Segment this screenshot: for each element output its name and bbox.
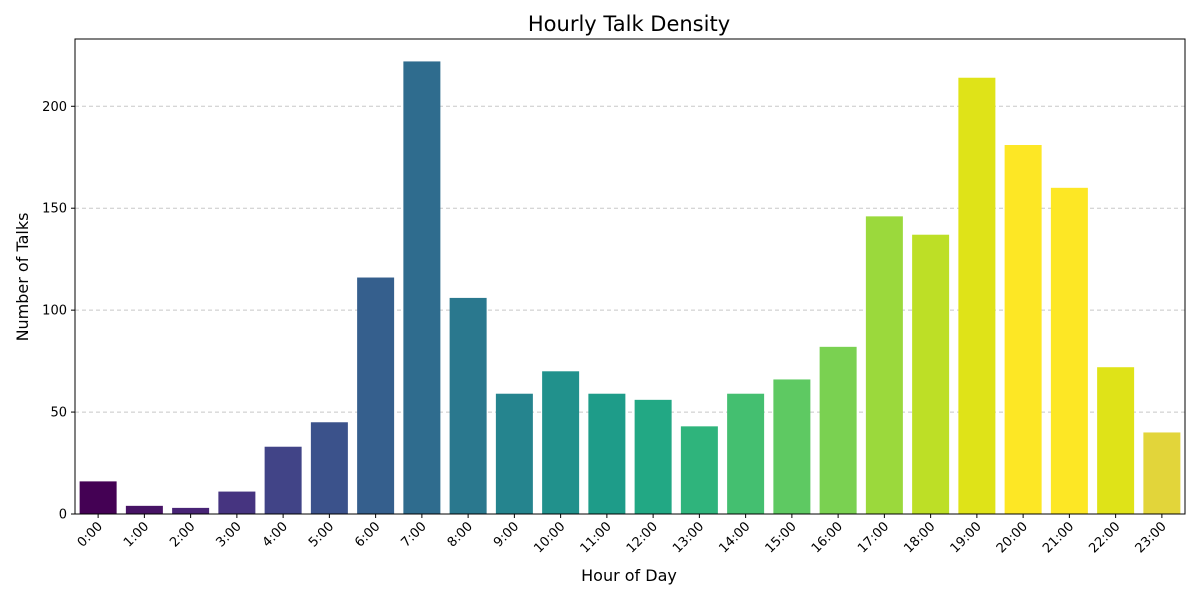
y-tick-label: 50: [50, 406, 67, 421]
bar-12:00: [634, 399, 672, 514]
y-tick-label: 200: [42, 100, 67, 115]
y-tick-label: 100: [42, 304, 67, 319]
x-tick-label: 4:00: [260, 519, 291, 550]
bar-22:00: [1097, 367, 1135, 514]
bar-1:00: [125, 505, 163, 514]
bar-14:00: [727, 393, 765, 514]
bar-19:00: [958, 77, 996, 515]
x-tick-label: 22:00: [1086, 519, 1123, 556]
x-tick-label: 6:00: [352, 519, 383, 550]
bars: [79, 61, 1181, 515]
bar-6:00: [357, 277, 395, 514]
x-tick-label: 3:00: [213, 519, 244, 550]
x-tick-label: 11:00: [578, 519, 615, 556]
chart-title: Hourly Talk Density: [528, 12, 730, 36]
plot-frame: [74, 38, 1186, 515]
x-axis-ticks: 0:00 1:00 2:00 3:00 4:00 5:00 6:00 7:00 8:00 9:00…: [75, 514, 1170, 556]
x-tick-label: 20:00: [994, 519, 1031, 556]
bar-13:00: [680, 426, 718, 514]
y-tick-label: 0: [59, 508, 67, 523]
x-tick-label: 8:00: [445, 519, 476, 550]
x-tick-label: 7:00: [398, 519, 429, 550]
bar-5:00: [310, 422, 348, 514]
x-tick-label: 21:00: [1040, 519, 1077, 556]
bar-7:00: [403, 61, 441, 514]
bar-3:00: [218, 491, 256, 514]
bar-17:00: [865, 216, 903, 514]
y-tick-label: 150: [42, 202, 67, 217]
y-axis-ticks: 0 50 100 150 200: [42, 100, 75, 523]
bar-23:00: [1143, 432, 1181, 514]
bar-0:00: [79, 481, 117, 514]
x-tick-label: 1:00: [121, 519, 152, 550]
bar-9:00: [495, 393, 533, 514]
x-axis-title: Hour of Day: [581, 566, 677, 585]
bar-10:00: [542, 371, 580, 514]
bar-2:00: [172, 507, 210, 514]
bar-4:00: [264, 446, 302, 514]
bar-11:00: [588, 393, 626, 514]
bar-18:00: [912, 234, 950, 514]
x-tick-label: 0:00: [75, 519, 106, 550]
bar-8:00: [449, 297, 487, 514]
x-tick-label: 14:00: [716, 519, 753, 556]
gridlines: [75, 105, 1185, 413]
x-tick-label: 12:00: [624, 519, 661, 556]
bar-21:00: [1050, 187, 1088, 514]
x-tick-label: 10:00: [531, 519, 568, 556]
x-tick-label: 9:00: [491, 519, 522, 550]
x-tick-label: 13:00: [670, 519, 707, 556]
y-axis-title: Number of Talks: [13, 213, 32, 342]
x-tick-label: 17:00: [855, 519, 892, 556]
x-tick-label: 5:00: [306, 519, 337, 550]
x-tick-label: 2:00: [167, 519, 198, 550]
bar-15:00: [773, 379, 811, 514]
x-tick-label: 18:00: [901, 519, 938, 556]
x-tick-label: 23:00: [1133, 519, 1170, 556]
x-tick-label: 19:00: [948, 519, 985, 556]
bar-16:00: [819, 346, 857, 514]
x-tick-label: 16:00: [809, 519, 846, 556]
x-tick-label: 15:00: [763, 519, 800, 556]
bar-20:00: [1004, 145, 1042, 514]
